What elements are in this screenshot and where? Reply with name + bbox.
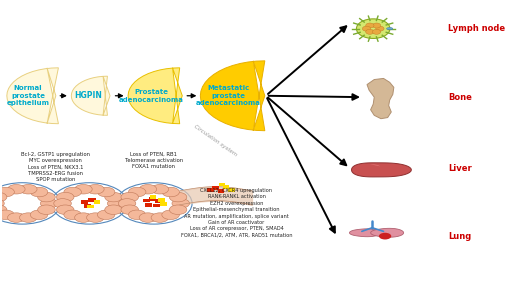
Circle shape <box>40 199 58 208</box>
Circle shape <box>8 213 25 222</box>
Text: Circulation system: Circulation system <box>193 124 238 157</box>
Bar <box>228 188 234 192</box>
Circle shape <box>151 185 169 194</box>
Circle shape <box>97 187 115 197</box>
Bar <box>149 197 156 201</box>
Circle shape <box>86 213 104 222</box>
Ellipse shape <box>356 19 390 38</box>
Ellipse shape <box>366 23 374 28</box>
Circle shape <box>30 210 48 219</box>
Bar <box>88 205 93 208</box>
Circle shape <box>19 185 37 194</box>
Text: Lymph node: Lymph node <box>448 24 505 33</box>
Circle shape <box>56 192 74 202</box>
Circle shape <box>139 185 157 194</box>
Circle shape <box>169 192 187 202</box>
Circle shape <box>0 210 15 219</box>
Bar <box>145 203 152 207</box>
Circle shape <box>379 233 391 239</box>
Circle shape <box>172 199 190 208</box>
Bar <box>81 200 88 204</box>
Bar <box>158 198 165 202</box>
Ellipse shape <box>373 29 381 34</box>
Circle shape <box>128 210 146 219</box>
Polygon shape <box>201 61 265 131</box>
Ellipse shape <box>376 26 384 31</box>
Bar <box>89 198 95 202</box>
Circle shape <box>8 185 25 194</box>
Bar <box>150 196 156 199</box>
Circle shape <box>86 185 104 194</box>
Ellipse shape <box>366 29 374 34</box>
Bar <box>155 199 162 203</box>
Text: Normal
prostate
epithelium: Normal prostate epithelium <box>6 85 49 106</box>
Text: HGPIN: HGPIN <box>74 91 102 100</box>
Polygon shape <box>370 164 380 166</box>
Circle shape <box>105 192 122 202</box>
Circle shape <box>107 199 125 208</box>
Circle shape <box>162 187 179 197</box>
Text: Metastatic
prostate
adenocarcinoma: Metastatic prostate adenocarcinoma <box>195 85 260 106</box>
Circle shape <box>0 199 4 208</box>
Circle shape <box>97 210 115 219</box>
Polygon shape <box>367 78 394 119</box>
Polygon shape <box>350 229 380 237</box>
Circle shape <box>118 199 136 208</box>
Circle shape <box>151 213 169 222</box>
Circle shape <box>64 210 81 219</box>
Circle shape <box>54 199 71 208</box>
Bar <box>219 183 226 186</box>
Text: CXCL12, CXCR4 upregulation
RANK-RANKL activation
EZH2 overexpression
Epithelial-: CXCL12, CXCR4 upregulation RANK-RANKL ac… <box>181 188 292 238</box>
Bar <box>93 200 100 204</box>
Circle shape <box>19 213 37 222</box>
Text: Prostate
adenocarcinoma: Prostate adenocarcinoma <box>119 89 184 103</box>
Text: Bone: Bone <box>448 93 472 102</box>
Polygon shape <box>128 68 182 124</box>
Circle shape <box>75 213 92 222</box>
Circle shape <box>128 187 146 197</box>
Bar <box>160 202 167 206</box>
Circle shape <box>38 192 55 202</box>
Text: Loss of PTEN, RB1
Telomerase activation
FOXA1 mutation: Loss of PTEN, RB1 Telomerase activation … <box>125 152 183 169</box>
Circle shape <box>162 210 179 219</box>
Bar <box>143 199 150 202</box>
Text: Bcl-2, GSTP1 upregulation
MYC overexpression
Loss of PTEN, NKX3.1
TMPRSS2-ERG fu: Bcl-2, GSTP1 upregulation MYC overexpres… <box>21 152 90 182</box>
Ellipse shape <box>373 23 381 28</box>
Circle shape <box>105 205 122 214</box>
Polygon shape <box>370 228 404 237</box>
Bar <box>84 204 91 208</box>
Bar <box>207 188 214 192</box>
Polygon shape <box>352 163 412 177</box>
Circle shape <box>139 213 157 222</box>
Bar <box>213 186 219 190</box>
Circle shape <box>0 192 7 202</box>
Bar <box>218 189 225 193</box>
Circle shape <box>121 192 139 202</box>
Circle shape <box>121 205 139 214</box>
Ellipse shape <box>387 28 393 30</box>
Bar <box>223 185 229 189</box>
Bar <box>153 204 160 207</box>
Text: Liver: Liver <box>448 164 472 173</box>
Text: Lung: Lung <box>448 232 472 241</box>
Ellipse shape <box>363 26 370 31</box>
Circle shape <box>38 205 55 214</box>
Circle shape <box>64 187 81 197</box>
Polygon shape <box>7 68 58 124</box>
Circle shape <box>0 205 7 214</box>
Circle shape <box>56 205 74 214</box>
Circle shape <box>75 185 92 194</box>
Circle shape <box>0 187 15 197</box>
Circle shape <box>169 205 187 214</box>
Circle shape <box>30 187 48 197</box>
Polygon shape <box>71 76 110 115</box>
